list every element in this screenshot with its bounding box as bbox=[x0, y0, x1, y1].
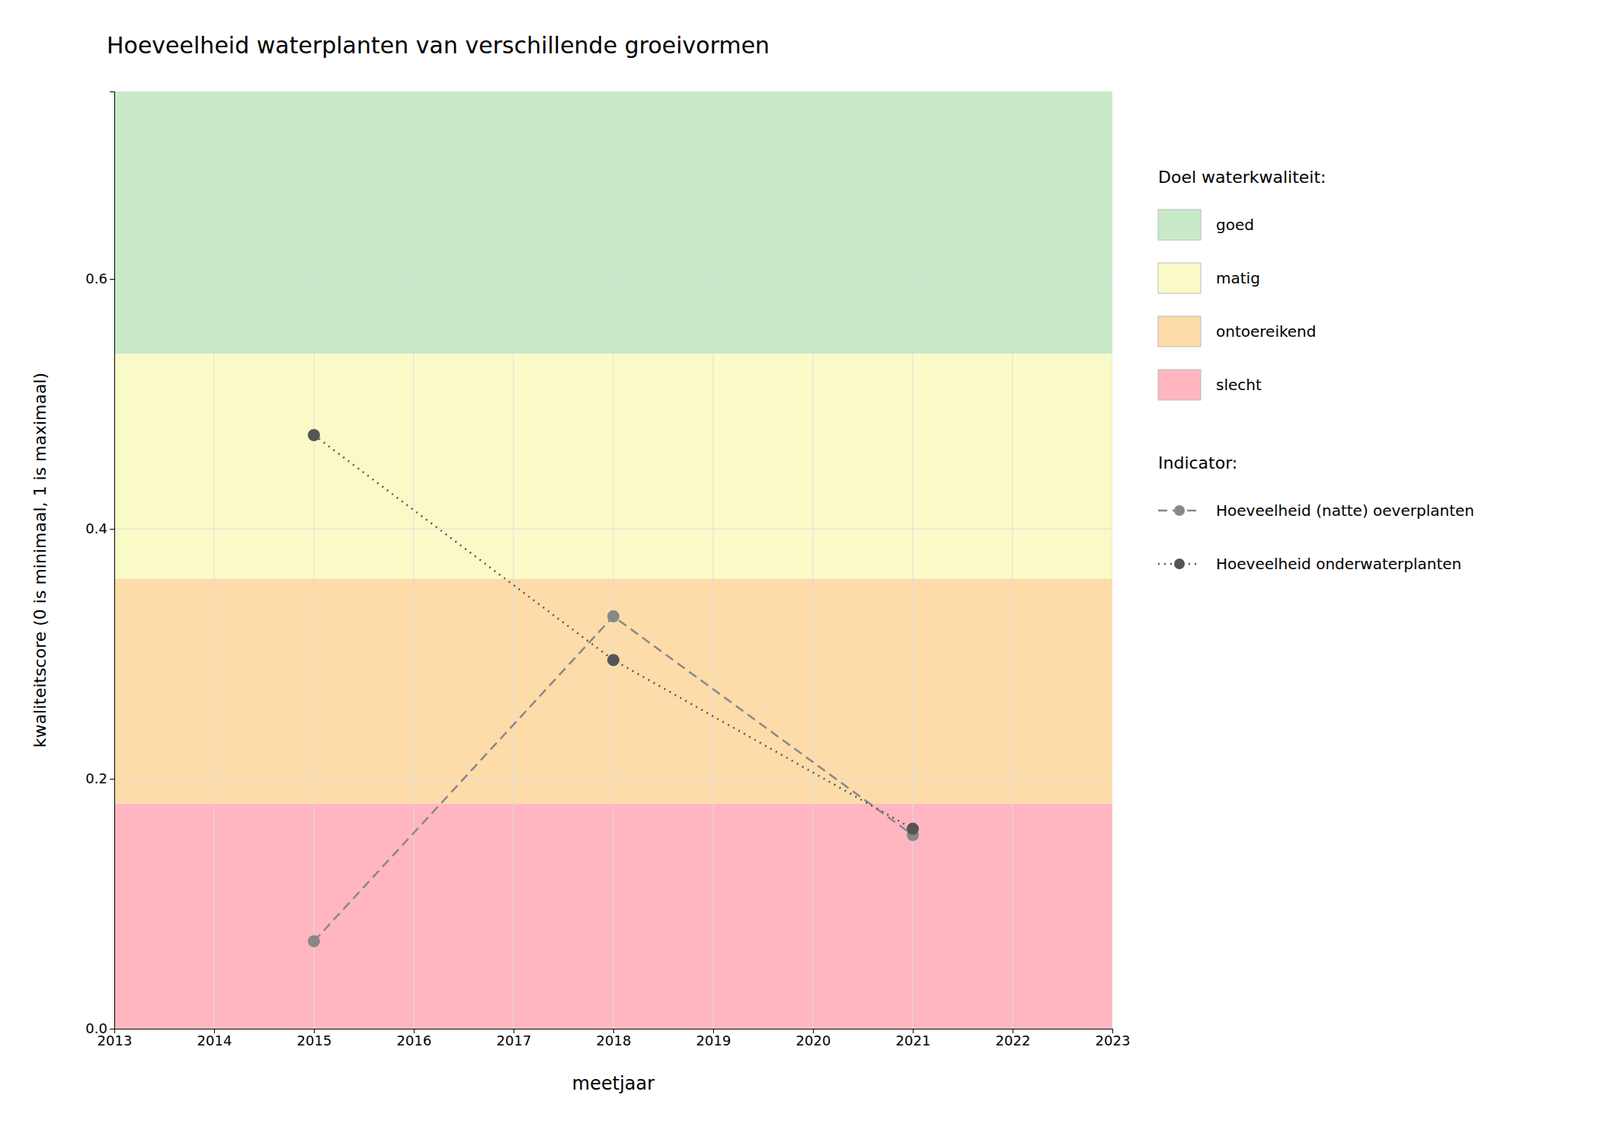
tick-label: 2015 bbox=[297, 1032, 333, 1049]
legend-title: Doel waterkwaliteit: bbox=[1158, 167, 1326, 187]
tick: 2019 bbox=[696, 1028, 732, 1049]
legend-swatch bbox=[1158, 369, 1201, 400]
tick: 2023 bbox=[1095, 1028, 1131, 1049]
plot-area: 2013201420152016201720182019202020212022… bbox=[85, 91, 1130, 1049]
tick: 2015 bbox=[297, 1028, 333, 1049]
y-axis-title: kwaliteitscore (0 is minimaal, 1 is maxi… bbox=[30, 372, 50, 748]
legend-label: goed bbox=[1216, 215, 1255, 234]
tick: 2022 bbox=[995, 1028, 1031, 1049]
tick-label: 2021 bbox=[896, 1032, 932, 1049]
tick-label: 2017 bbox=[496, 1032, 532, 1049]
tick: 2020 bbox=[796, 1028, 832, 1049]
grid-line-x bbox=[912, 91, 914, 1029]
series-point bbox=[906, 822, 919, 836]
tick-mark bbox=[109, 1028, 115, 1030]
legend-label: Hoeveelheid (natte) oeverplanten bbox=[1216, 501, 1475, 520]
legend-label: ontoereikend bbox=[1216, 322, 1316, 341]
tick: 2016 bbox=[396, 1028, 432, 1049]
x-axis: 2013201420152016201720182019202020212022… bbox=[97, 1028, 1131, 1049]
legend-marker bbox=[1174, 558, 1185, 570]
tick-label: 2016 bbox=[396, 1032, 432, 1049]
tick-label: 0.4 bbox=[85, 520, 108, 537]
tick-mark bbox=[109, 278, 115, 280]
series-point bbox=[307, 934, 320, 948]
grid-line-x bbox=[313, 91, 315, 1029]
tick: 0.2 bbox=[85, 770, 115, 787]
grid-line-x bbox=[1112, 91, 1114, 1029]
legend-marker bbox=[1174, 505, 1185, 516]
grid-line-x bbox=[613, 91, 615, 1029]
tick-label: 2022 bbox=[995, 1032, 1031, 1049]
series-line bbox=[313, 616, 913, 941]
tick-mark bbox=[109, 778, 115, 780]
legend-label: Hoeveelheid onderwaterplanten bbox=[1216, 554, 1462, 573]
y-axis: 0.0 0.2 0.4 0.6 bbox=[85, 92, 115, 1037]
tick: 0.0 bbox=[85, 1020, 115, 1037]
tick-label: 2023 bbox=[1095, 1032, 1131, 1049]
series-point bbox=[607, 653, 620, 666]
legend-label: slecht bbox=[1216, 375, 1262, 394]
tick-label: 0.2 bbox=[85, 770, 108, 787]
plot-content bbox=[114, 91, 1113, 1029]
series-point bbox=[307, 428, 320, 442]
chart: 2013201420152016201720182019202020212022… bbox=[0, 0, 1600, 1143]
tick: 0.4 bbox=[85, 520, 115, 537]
tick: 2018 bbox=[596, 1028, 632, 1049]
tick: 2017 bbox=[496, 1028, 532, 1049]
tick-label: 2014 bbox=[197, 1032, 233, 1049]
tick: 2014 bbox=[197, 1028, 233, 1049]
tick-label: 2020 bbox=[796, 1032, 832, 1049]
legend-swatch bbox=[1158, 209, 1201, 240]
series bbox=[307, 428, 919, 948]
tick: 2021 bbox=[896, 1028, 932, 1049]
legend: Doel waterkwaliteit: goed matig ontoereiken… bbox=[1158, 167, 1475, 573]
zones bbox=[114, 91, 1113, 1029]
tick-mark bbox=[109, 528, 115, 530]
grid-line-x bbox=[713, 91, 714, 1029]
legend-label: matig bbox=[1216, 268, 1261, 288]
grid-line-x bbox=[513, 91, 515, 1029]
grid-line-x bbox=[812, 91, 814, 1029]
legend-swatch bbox=[1158, 262, 1201, 294]
tick-label: 2019 bbox=[696, 1032, 732, 1049]
tick-label: 0.6 bbox=[85, 270, 108, 287]
axis-line bbox=[109, 92, 116, 1030]
grid-line-x bbox=[413, 91, 415, 1029]
legend-swatch bbox=[1158, 316, 1201, 347]
series-point bbox=[607, 610, 620, 623]
grid-line-x bbox=[214, 91, 215, 1029]
legend-title: Indicator: bbox=[1158, 453, 1238, 473]
chart-title: Hoeveelheid waterplanten van verschillen… bbox=[106, 32, 770, 59]
series-line bbox=[313, 435, 913, 829]
tick: 0.6 bbox=[85, 270, 115, 287]
tick-label: 0.0 bbox=[85, 1020, 108, 1037]
grid bbox=[114, 91, 1113, 1029]
grid-line-x bbox=[1012, 91, 1014, 1029]
tick-label: 2018 bbox=[596, 1032, 632, 1049]
x-axis-title: meetjaar bbox=[572, 1072, 655, 1095]
